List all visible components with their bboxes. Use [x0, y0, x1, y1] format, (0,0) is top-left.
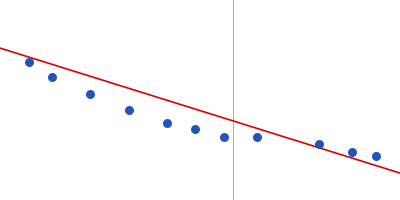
Point	[192, 127, 198, 130]
Point	[254, 135, 260, 138]
Point	[349, 150, 356, 154]
Point	[221, 135, 227, 138]
Point	[316, 143, 322, 146]
Point	[373, 154, 379, 157]
Point	[164, 121, 170, 125]
Point	[25, 60, 32, 63]
Point	[87, 93, 94, 96]
Point	[49, 75, 56, 79]
Point	[125, 108, 132, 111]
